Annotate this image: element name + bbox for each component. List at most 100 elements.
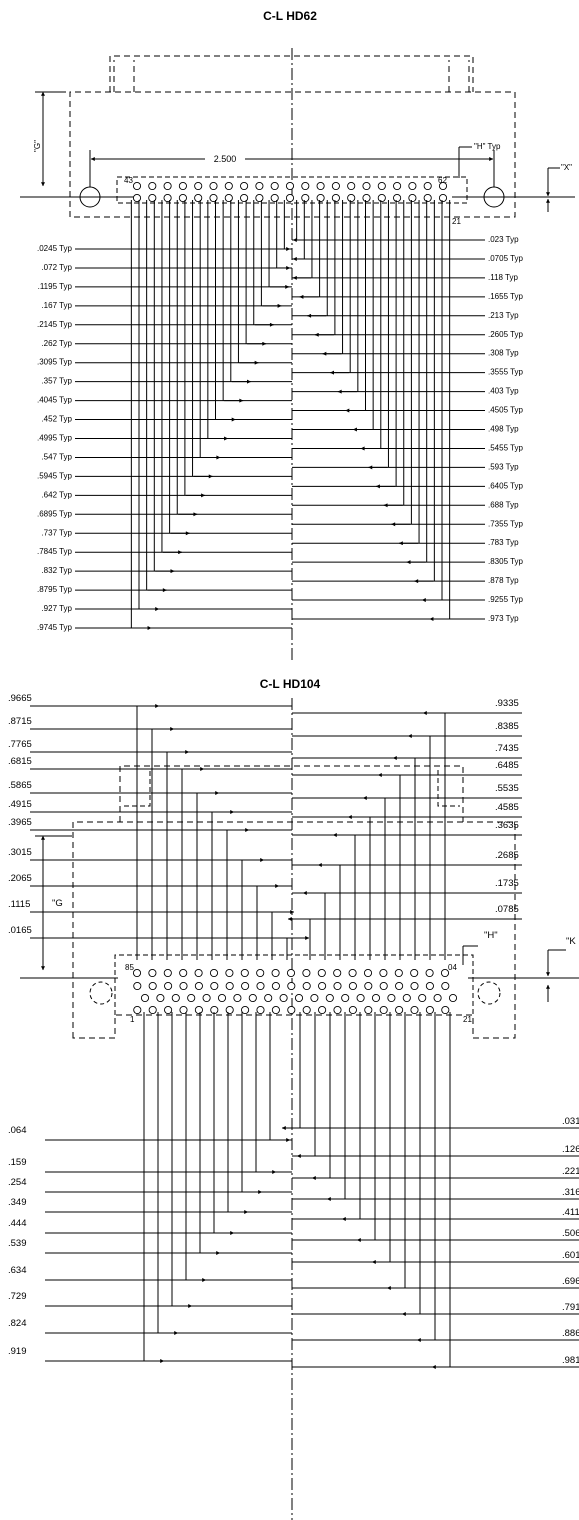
hd104-lr-dim-label: .221	[562, 1166, 579, 1177]
hd104-pin-row2	[210, 981, 219, 991]
hd62-pin-bottom	[347, 193, 356, 203]
hd104-pin-row2	[333, 981, 342, 991]
hd104-ll-dim-label: .539	[8, 1238, 27, 1249]
hd62-pin-bottom	[408, 193, 417, 203]
hd104-pin-row4	[333, 1005, 342, 1015]
hd104-pin-row3	[156, 993, 165, 1003]
hd104-pin-row2	[302, 981, 311, 991]
hd62-span-label: 2.500	[214, 154, 237, 164]
hd104-ur-dim-label: .4585	[495, 802, 519, 813]
hd104-pin-row2	[395, 981, 404, 991]
hd104-pin-row2	[410, 981, 419, 991]
hd104-pin-row1	[363, 968, 373, 978]
hd62-pin-bottom	[438, 193, 448, 203]
hd104-ur-dim-label: .3635	[495, 820, 519, 831]
hd62-right-dim-label: .783 Typ	[488, 538, 519, 547]
hd62-left-dim-label: .642 Typ	[41, 490, 72, 499]
hd104-pin-row3	[264, 993, 273, 1003]
hd104-pin-row1	[394, 968, 403, 978]
hd62-right-dim-label: .7355 Typ	[488, 519, 524, 528]
hd62-left-dim-label: .5945 Typ	[37, 471, 73, 480]
hd104-pin-row4	[271, 1005, 280, 1015]
hd104-pin-row1	[348, 968, 357, 978]
hd104-ul-dim-label: .6815	[8, 756, 32, 767]
hd104-pin-row3	[217, 993, 227, 1003]
hd104-pin-row1	[132, 968, 142, 978]
hd104-outline	[20, 698, 579, 1520]
hd104-g-dim	[35, 835, 72, 971]
hd104-pin-row2	[133, 981, 142, 991]
hd104-pin-row4	[379, 1005, 388, 1015]
hd104-pin-row1	[302, 968, 311, 978]
hd62-left-dim-label: .547 Typ	[41, 452, 72, 461]
hd104-pin-1: 1	[130, 1015, 135, 1024]
hd62-left-dim-label: .1195 Typ	[38, 282, 73, 291]
hd104-pin-row3	[248, 993, 257, 1003]
hd104-pin-row3	[202, 993, 211, 1003]
hd62-pin-top	[148, 181, 157, 191]
hd62-pin-top	[423, 181, 432, 191]
hd104-pin-row1	[333, 968, 342, 978]
hd104-pin-row3	[187, 993, 196, 1003]
hd62-left-dim-label: .357 Typ	[41, 377, 72, 386]
hd104-ur-dim-label: .6485	[495, 760, 519, 771]
hd104-pin-row2	[364, 981, 373, 991]
hd104-lr-dim-label: .696	[562, 1276, 579, 1287]
hd62-pin-top	[132, 181, 142, 191]
hd62-pin-top	[178, 181, 187, 191]
hd62-pin-bottom	[224, 193, 233, 203]
hd104-ul-dim-label: .7765	[8, 739, 32, 750]
hd104-pin-row2	[287, 981, 296, 991]
hd104-pin-row2	[225, 981, 234, 991]
hd104-ul-dim-label: .5865	[8, 780, 32, 791]
hd104-title: C-L HD104	[260, 677, 321, 691]
hd104-pin-row4	[395, 1005, 404, 1015]
hd104-ul-dim-label: .3015	[8, 847, 32, 858]
hd104-ul-dim-label: .9665	[8, 693, 32, 704]
hd62-left-dim-label: .167 Typ	[41, 301, 72, 310]
hd62-right-dim-label: .498 Typ	[488, 425, 519, 434]
hd104-pin-row1	[317, 968, 326, 978]
hd62-right-dim-label: .2605 Typ	[488, 330, 524, 339]
hd62-pin-bottom	[270, 193, 279, 203]
hd104-pin-row2	[271, 981, 280, 991]
hd104-ur-dim-label: .5535	[495, 783, 519, 794]
hd104-pin-row1	[379, 968, 388, 978]
hd62-left-dim-label: .262 Typ	[41, 339, 72, 348]
hd62-span-dim	[89, 150, 495, 187]
hd104-pin-row1	[440, 968, 450, 978]
hd62-h-dim	[458, 146, 472, 178]
hd62-pin-top	[255, 181, 264, 191]
hd104-pin-row3	[387, 993, 396, 1003]
hd104-h-label: "H"	[484, 930, 498, 941]
hd104-pin-row1	[225, 968, 234, 978]
hd62-x-label: "X"	[561, 163, 572, 172]
hd104-ul-dim-label: .8715	[8, 716, 32, 727]
hd62-g-label: "G"	[33, 140, 42, 152]
hd104-pin-row1	[240, 968, 249, 978]
hd62-g-dim	[35, 91, 66, 187]
hd104-lr-dim-label: .791	[562, 1302, 579, 1313]
hd104-pin-row3	[233, 993, 242, 1003]
hd62-right-dim-label: .9255 Typ	[488, 595, 524, 604]
hd62-pin-bottom	[362, 193, 371, 203]
hd104-ur-dim-label: .7435	[495, 743, 519, 754]
hd104-pin-row1	[209, 968, 219, 978]
hd104-pin-row3	[325, 993, 334, 1003]
hd104-ul-dim-label: .4915	[8, 799, 32, 810]
hd62-pin-top	[240, 181, 249, 191]
hd104-ll-dim-label: .824	[8, 1318, 27, 1329]
hd62-pin-bottom	[285, 193, 295, 203]
hd62-right-dim-label: .593 Typ	[488, 462, 519, 471]
hd62-pin-bottom	[148, 193, 157, 203]
hd104-pin-row3	[356, 993, 365, 1003]
hd104-pins	[132, 968, 458, 1015]
hd62-left-dim-label: .4045 Typ	[37, 396, 73, 405]
hd104-ll-dim-label: .729	[8, 1291, 27, 1302]
hd62-pin-top	[301, 181, 310, 191]
hd104-pin-row4	[133, 1005, 142, 1015]
hd104-pin-row4	[425, 1005, 434, 1015]
hd62-h-label: "H" Typ	[474, 142, 501, 151]
hd62-right-dim-label: .5455 Typ	[488, 443, 524, 452]
hd62-pin-top	[438, 181, 448, 191]
